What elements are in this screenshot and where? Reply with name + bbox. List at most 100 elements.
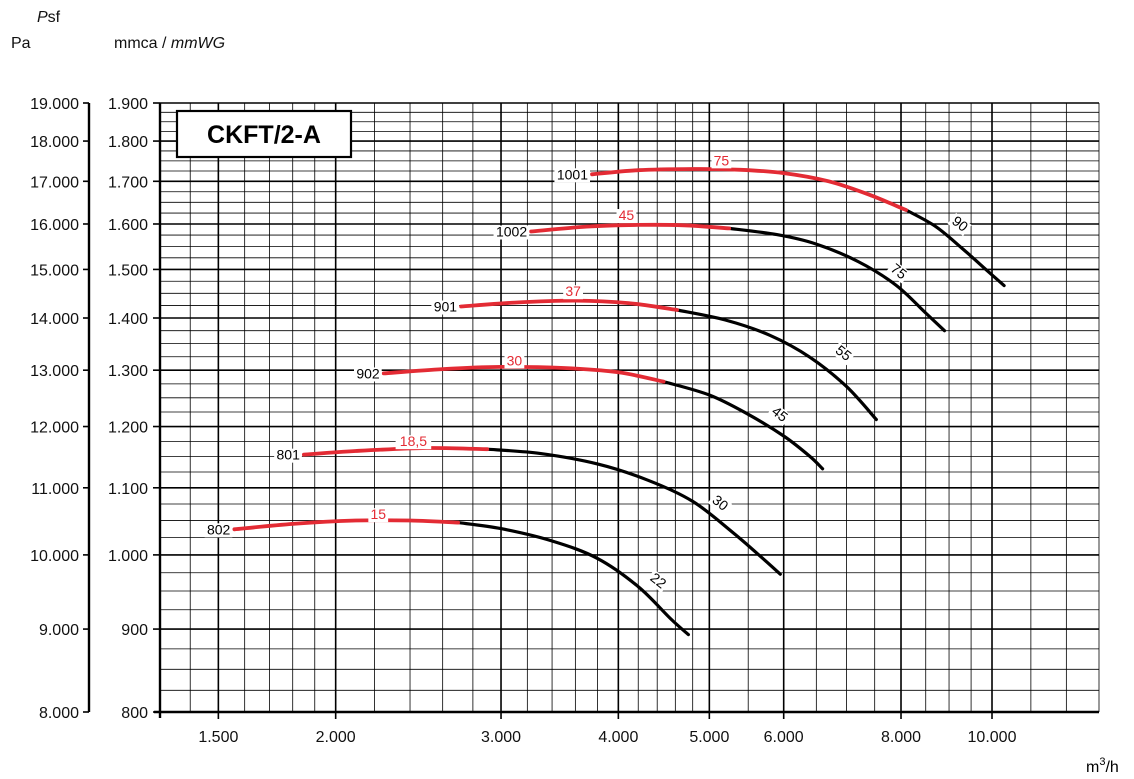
power-label-801-backdrop xyxy=(395,435,432,450)
power-label-901-backdrop xyxy=(563,285,584,300)
end-power-label-801-backdrop xyxy=(707,491,732,516)
power-label-1002: 45 xyxy=(619,207,635,223)
title-frame xyxy=(175,109,353,159)
pa-tick-label: 9.000 xyxy=(39,622,79,639)
mmca-tick-label: 1.500 xyxy=(108,262,148,279)
power-label-1001: 75 xyxy=(714,152,730,168)
pa-tick-label: 12.000 xyxy=(30,420,79,437)
curve-red-802 xyxy=(232,518,460,532)
power-label-1002-group: 45 xyxy=(616,207,637,224)
end-power-label-802-group: 22 xyxy=(645,569,670,593)
model-label-902-group: 902 xyxy=(354,365,382,382)
model-label-902-backdrop xyxy=(354,367,382,382)
psf-axis-label: Psf xyxy=(37,9,60,27)
model-label-901: 901 xyxy=(434,299,458,315)
end-power-label-1002-group: 75 xyxy=(886,260,911,284)
psf-label-rest: sf xyxy=(47,9,61,26)
end-power-label-1001-backdrop xyxy=(947,212,972,236)
mmca-tick-label: 1.100 xyxy=(108,481,148,498)
model-label-901-backdrop xyxy=(431,300,460,315)
x-tick-label: 10.000 xyxy=(968,729,1017,746)
curve-red-1002 xyxy=(529,222,732,234)
power-label-1001-backdrop xyxy=(711,154,732,169)
curve-red-901 xyxy=(459,298,679,312)
mmca-tick-label: 1.400 xyxy=(108,311,148,328)
x-tick-label: 3.000 xyxy=(481,729,521,746)
mmca-tick-label: 1.200 xyxy=(108,420,148,437)
pa-axis-label: Pa xyxy=(11,35,31,52)
chart-axes: 1.500 2.000 3.000 4.000 5.000 6.000 8.000 10.00… xyxy=(30,96,1099,746)
curve-black-901 xyxy=(675,308,878,422)
psf-label-italic: P xyxy=(37,9,48,26)
end-power-label-901: 55 xyxy=(833,342,855,364)
pa-tick-label: 11.000 xyxy=(31,481,79,498)
curve-black-902 xyxy=(662,380,825,471)
pa-tick-label: 15.000 xyxy=(30,262,79,279)
mmca-tick-label: 1.700 xyxy=(108,174,148,191)
pa-tick-label: 8.000 xyxy=(39,705,79,722)
model-label-1002-group: 1002 xyxy=(493,224,530,240)
x-tick-label: 4.000 xyxy=(598,729,638,746)
end-power-label-1001-group: 90 xyxy=(947,212,972,236)
power-label-902: 30 xyxy=(507,352,523,368)
pa-tick-label: 16.000 xyxy=(30,217,79,234)
x-unit-base: m xyxy=(1086,759,1099,776)
mmca-tick-label: 1.900 xyxy=(108,96,148,113)
end-power-label-802-backdrop xyxy=(645,569,670,593)
end-power-label-902-backdrop xyxy=(767,403,792,427)
mmca-tick-label: 800 xyxy=(121,705,148,722)
curve-black-802 xyxy=(456,521,690,637)
curve-red-801 xyxy=(302,446,490,457)
power-label-802-group: 15 xyxy=(368,506,389,523)
model-label-1002-backdrop xyxy=(493,225,530,240)
end-power-label-801-group: 30 xyxy=(707,491,732,516)
model-label-801-backdrop xyxy=(274,448,302,463)
x-tick-label: 5.000 xyxy=(689,729,729,746)
end-power-label-801: 30 xyxy=(709,492,731,514)
end-power-label-901-backdrop xyxy=(831,342,856,366)
model-label-802-backdrop xyxy=(204,523,233,538)
end-power-label-902: 45 xyxy=(769,403,791,425)
model-label-902: 902 xyxy=(356,365,380,381)
curve-black-1002 xyxy=(727,226,947,333)
power-label-802-backdrop xyxy=(368,508,389,523)
curve-red-1001 xyxy=(590,167,908,212)
mmca-tick-label: 1.300 xyxy=(108,363,148,380)
power-label-801: 18,5 xyxy=(400,433,427,449)
pa-tick-label: 19.000 xyxy=(30,96,79,113)
power-label-801-group: 18,5 xyxy=(395,433,432,450)
model-label-1001-group: 1001 xyxy=(554,166,591,183)
x-unit-sup: 3 xyxy=(1099,756,1105,768)
pa-tick-label: 13.000 xyxy=(30,363,79,380)
curve-red-902 xyxy=(381,364,666,384)
end-power-label-901-group: 55 xyxy=(831,342,856,366)
model-label-802: 802 xyxy=(207,521,231,537)
model-label-802-group: 802 xyxy=(204,521,233,538)
x-unit-suffix: /h xyxy=(1105,759,1118,776)
model-label-801: 801 xyxy=(277,447,301,463)
pa-tick-label: 14.000 xyxy=(30,311,79,328)
end-power-label-1001: 90 xyxy=(949,212,971,234)
chart-title: CKFT/2-A xyxy=(207,121,321,149)
curve-labels: 802 15 22 801 18,5 30 902 30 45 901 37 55 1002 45 75 10… xyxy=(204,152,972,593)
model-label-801-group: 801 xyxy=(274,447,302,463)
model-label-1001: 1001 xyxy=(557,166,588,182)
pa-tick-label: 17.000 xyxy=(30,174,79,191)
mmwg-label: mmWG xyxy=(170,35,226,52)
model-label-901-group: 901 xyxy=(431,299,460,315)
model-label-1001-backdrop xyxy=(554,168,591,183)
mmca-tick-label: 1.800 xyxy=(108,134,148,151)
end-power-label-1002-backdrop xyxy=(886,260,911,284)
model-label-1002: 1002 xyxy=(496,224,527,240)
curve-black-801 xyxy=(485,447,782,576)
x-tick-label: 6.000 xyxy=(764,729,804,746)
end-power-label-902-group: 45 xyxy=(767,403,792,427)
x-tick-label: 2.000 xyxy=(316,729,356,746)
pa-tick-label: 18.000 xyxy=(30,134,79,151)
power-label-902-group: 30 xyxy=(504,352,525,369)
fan-curves xyxy=(232,167,1006,637)
power-label-802: 15 xyxy=(370,506,386,522)
power-label-901: 37 xyxy=(565,283,581,299)
curve-black-1001 xyxy=(904,208,1006,288)
